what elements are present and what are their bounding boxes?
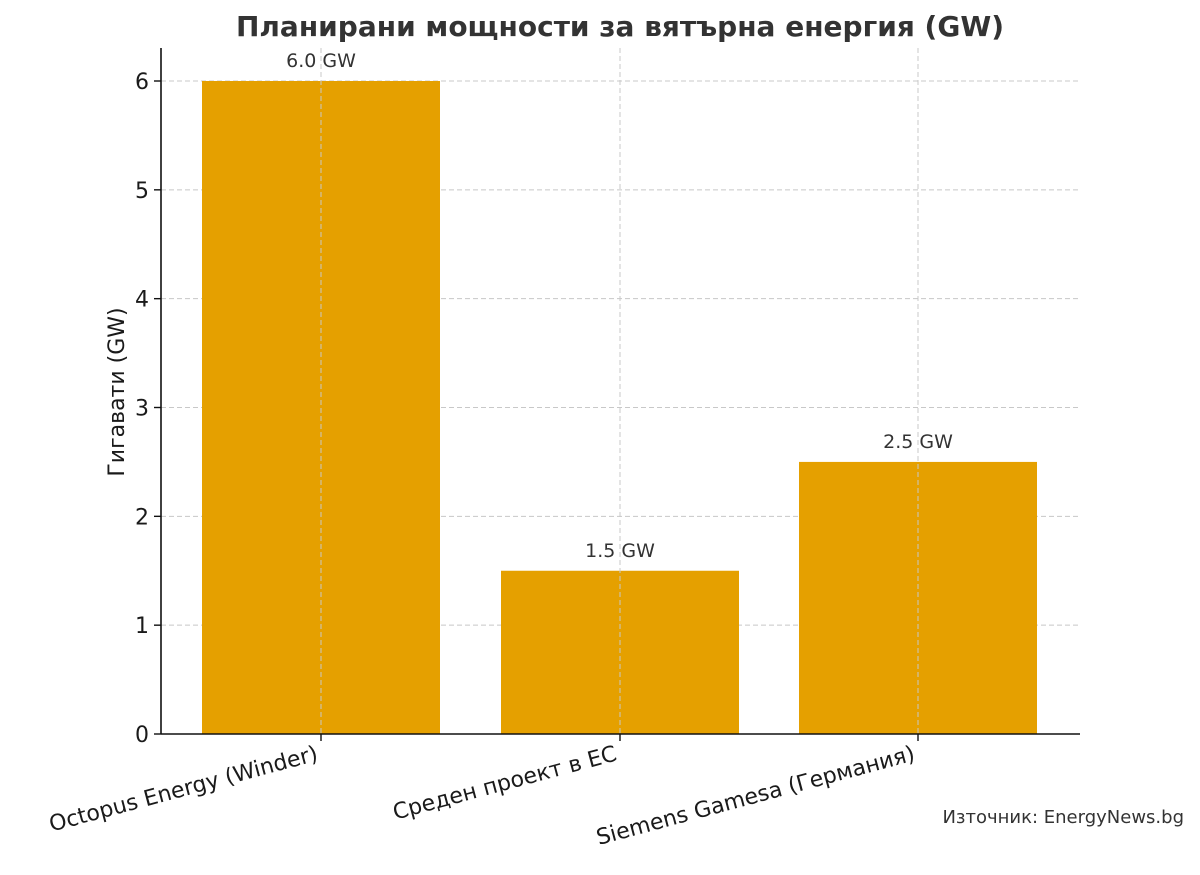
x-tick-label: Среден проект в ЕС [390,742,619,826]
data-label: 6.0 GW [286,50,356,72]
bars [202,48,1037,734]
data-label: 2.5 GW [883,431,953,453]
x-tick-label: Octopus Energy (Winder) [47,742,321,838]
source-note: Източник: EnergyNews.bg [942,807,1184,828]
y-tick-label: 1 [135,614,149,639]
y-axis-label: Гигавати (GW) [105,307,130,476]
y-tick-label: 5 [135,179,149,204]
chart-title: Планирани мощности за вятърна енергия (G… [236,10,1004,43]
y-tick-label: 4 [135,288,149,313]
y-tick-label: 6 [135,70,149,95]
y-tick-label: 3 [135,397,149,422]
axes [154,48,1080,741]
data-label: 1.5 GW [585,540,655,562]
bar [799,461,1037,734]
y-tick-label: 2 [135,505,149,530]
y-tick-label: 0 [135,723,149,748]
x-tick-label: Siemens Gamesa (Германия) [594,742,918,851]
